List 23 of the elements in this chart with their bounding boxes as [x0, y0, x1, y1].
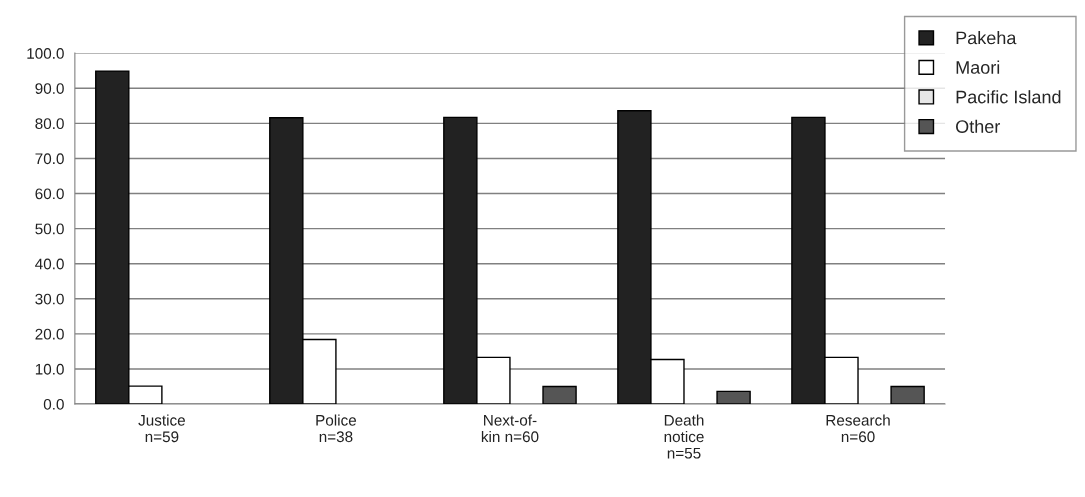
y-tick-label: 0.0 — [43, 398, 64, 410]
x-tick-label: Police n=38 — [316, 414, 357, 443]
bar — [890, 385, 925, 405]
y-tick-label: 70.0 — [35, 153, 64, 165]
y-tick-label: 100.0 — [27, 48, 64, 59]
legend-label: Other — [956, 119, 1001, 133]
bar — [716, 390, 751, 405]
y-tick-label: 20.0 — [35, 328, 64, 340]
legend-label: Pakeha — [956, 31, 1017, 45]
x-tick-label: Justice n=59 — [138, 414, 185, 443]
y-tick-label: 60.0 — [35, 188, 64, 200]
legend-label: Maori — [956, 60, 1000, 74]
y-tick-label: 50.0 — [35, 223, 64, 235]
x-tick-label: Next-of- kin n=60 — [481, 414, 539, 443]
x-tick-label: Research n=60 — [826, 414, 890, 443]
y-tick-label: 80.0 — [35, 118, 64, 130]
legend-label: Pacific Island — [956, 90, 1061, 104]
bar — [542, 385, 577, 405]
y-tick-label: 90.0 — [35, 83, 64, 94]
y-tick-label: 40.0 — [35, 258, 64, 270]
y-tick-label: 30.0 — [35, 293, 64, 305]
y-tick-label: 10.0 — [35, 363, 64, 375]
x-tick-label: Death notice n=55 — [664, 414, 704, 459]
